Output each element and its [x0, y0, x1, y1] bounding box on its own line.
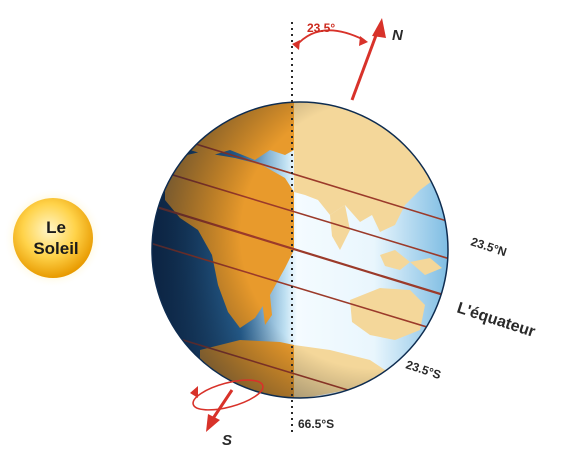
rotation-arrow-icon — [192, 379, 264, 411]
tilt-arc — [295, 29, 365, 47]
globe-shading — [152, 102, 448, 398]
south-arrowhead-icon — [206, 414, 220, 432]
sun: Le Soleil — [3, 188, 103, 288]
south-axis: S — [190, 379, 264, 449]
tilt-arc-right-arrow-icon — [359, 36, 368, 46]
sun-label-line1: Le — [46, 218, 66, 237]
globe-outline — [151, 101, 449, 399]
tropic-north-label: 23.5°N — [469, 235, 508, 260]
tilt-angle-label: 23.5° — [307, 21, 335, 35]
north-axis-line — [350, 29, 380, 101]
tilt-arc-left-arrow-icon — [292, 40, 300, 50]
south-axis-line — [210, 389, 234, 421]
earth-globe — [151, 101, 449, 399]
sun-disc — [13, 198, 93, 278]
tropic-south-label: 23.5°S — [404, 358, 443, 382]
north-label: N — [392, 27, 404, 44]
north-arrowhead-icon — [372, 18, 386, 38]
sun-label-line2: Soleil — [33, 239, 78, 258]
south-label: S — [222, 432, 232, 449]
antarctic-circle-label: 66.5°S — [298, 417, 334, 431]
equator-label: L'équateur — [455, 300, 537, 341]
north-axis: N — [350, 18, 404, 101]
tilt-angle: 23.5° — [292, 21, 368, 50]
rotation-arrowhead-icon — [190, 386, 198, 398]
